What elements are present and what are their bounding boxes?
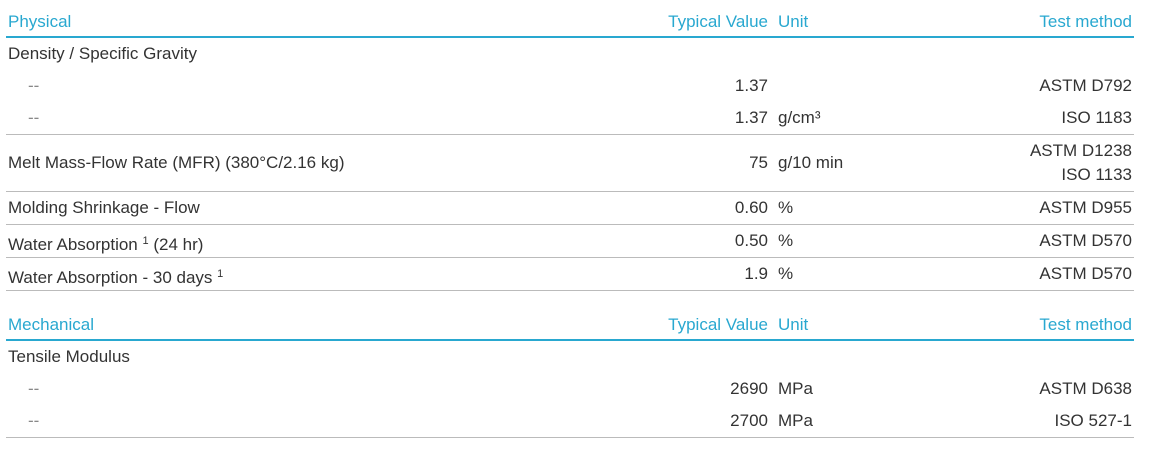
typical-value: 2700 <box>730 411 768 430</box>
test-method: ASTM D792 <box>1039 76 1132 95</box>
row-rule <box>6 437 1134 438</box>
property-text: -- <box>28 108 40 127</box>
property-text: Water Absorption - 30 days <box>8 268 213 287</box>
test-method: ISO 527-1 <box>1054 411 1133 430</box>
property-text: Molding Shrinkage - Flow <box>8 198 200 217</box>
section-title: Mechanical <box>8 315 94 334</box>
section-title: Physical <box>8 12 72 31</box>
property-text: Melt Mass-Flow Rate (MFR) (380°C/2.16 kg… <box>8 153 345 172</box>
property-text: -- <box>28 76 40 95</box>
property-name: Tensile Modulus <box>8 347 130 367</box>
test-method: ISO 1133 <box>1061 165 1132 184</box>
footnote: 1 <box>217 268 224 280</box>
typical-value: 2690 <box>730 379 768 398</box>
typical-value: 0.50 <box>734 231 768 250</box>
column-header: Typical Value <box>668 315 768 334</box>
property-name: Melt Mass-Flow Rate (MFR) (380°C/2.16 kg… <box>8 153 344 173</box>
property-name: -- <box>28 76 39 96</box>
property-name: Molding Shrinkage - Flow <box>8 198 200 218</box>
typical-value: 1.37 <box>734 108 768 127</box>
test-method: ASTM D955 <box>1039 198 1132 217</box>
property-suffix: (24 hr) <box>153 235 204 254</box>
property-name: -- <box>28 411 39 431</box>
unit: g/cm³ <box>778 108 821 127</box>
property-name: Density / Specific Gravity <box>8 44 197 64</box>
test-method: ASTM D570 <box>1039 264 1132 283</box>
typical-value: 0.60 <box>734 198 768 217</box>
property-text: Water Absorption <box>8 235 138 254</box>
column-header: Typical Value <box>668 12 768 31</box>
column-header: Test method <box>1039 315 1132 334</box>
unit: MPa <box>778 379 813 398</box>
property-name: -- <box>28 108 39 128</box>
property-text: -- <box>28 379 40 398</box>
column-header: Unit <box>778 12 809 31</box>
column-header: Test method <box>1039 12 1132 31</box>
header-rule <box>6 339 1134 341</box>
typical-value: 1.37 <box>734 76 768 95</box>
unit: % <box>778 264 794 283</box>
row-rule <box>6 134 1134 135</box>
row-rule <box>6 257 1134 258</box>
property-name: Water Absorption - 30 days 1 <box>8 264 223 288</box>
unit: g/10 min <box>778 153 844 172</box>
test-method: ISO 1183 <box>1061 108 1132 127</box>
property-name: -- <box>28 379 39 399</box>
test-method: ASTM D570 <box>1039 231 1132 250</box>
property-text: Tensile Modulus <box>8 347 130 366</box>
column-header: Unit <box>778 315 809 334</box>
typical-value: 1.9 <box>744 264 768 283</box>
footnote: 1 <box>142 235 149 247</box>
test-method: ASTM D1238 <box>1029 141 1132 160</box>
row-rule <box>6 224 1134 225</box>
unit: % <box>778 231 794 250</box>
unit: MPa <box>778 411 813 430</box>
typical-value: 75 <box>749 153 768 172</box>
row-rule <box>6 290 1134 291</box>
property-text: -- <box>28 411 40 430</box>
property-text: Density / Specific Gravity <box>8 44 197 63</box>
unit: % <box>778 198 794 217</box>
test-method: ASTM D638 <box>1039 379 1132 398</box>
property-name: Water Absorption 1 (24 hr) <box>8 231 203 255</box>
row-rule <box>6 191 1134 192</box>
header-rule <box>6 36 1134 38</box>
